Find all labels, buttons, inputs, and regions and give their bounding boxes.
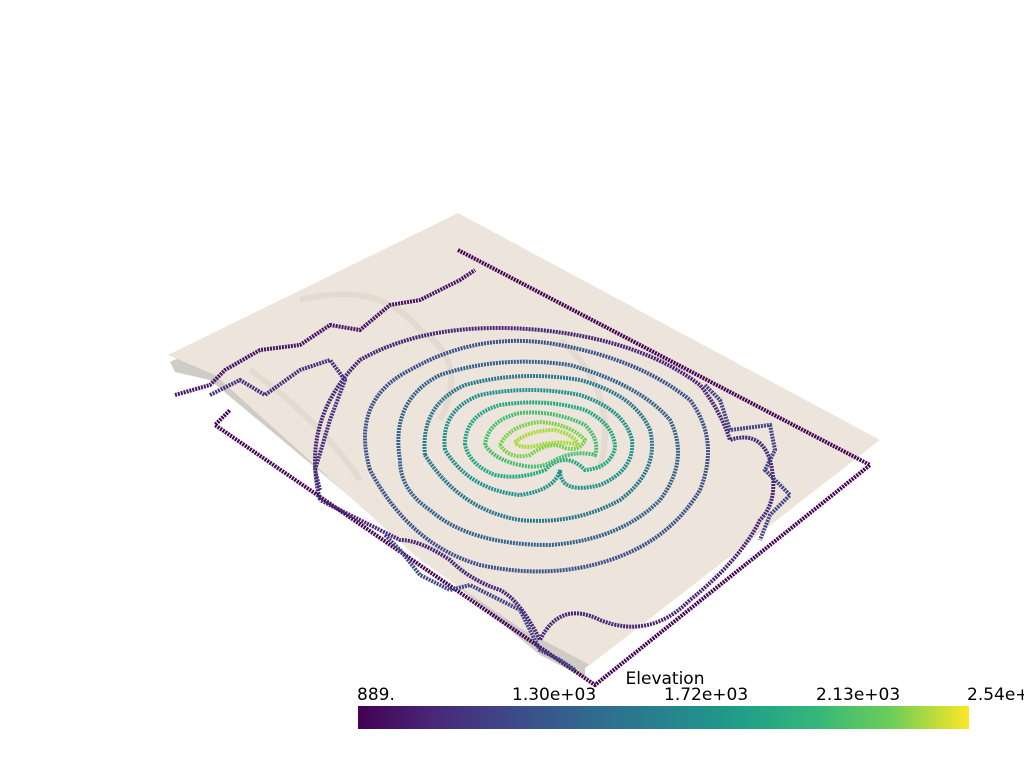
scalar-bar-colorbar: [358, 706, 969, 729]
scalar-bar-tick-max: 2.54e+: [967, 685, 1024, 705]
contour-1050: [313, 326, 776, 645]
scalar-bar-tick-2: 1.30e+03: [512, 685, 597, 705]
contour-1500: [422, 374, 654, 523]
scalar-bar-tick-4: 2.13e+03: [816, 685, 901, 705]
contour-south: [383, 533, 577, 672]
scalar-bar-tick-3: 1.72e+03: [664, 685, 749, 705]
boundary-contour: [211, 248, 874, 688]
contour-west: [209, 357, 348, 491]
contour-1350: [396, 359, 680, 548]
contour-1200: [363, 338, 710, 574]
contour-2250: [513, 427, 581, 449]
contour-1950: [483, 410, 599, 469]
scalar-bar-title: Elevation: [625, 669, 705, 689]
contour-lines: [174, 268, 793, 672]
contour-2100: [498, 419, 588, 459]
scalar-bar-tick-min: 889.: [357, 685, 395, 705]
contour-1650: [442, 388, 635, 498]
terrain-shading: [248, 291, 608, 482]
terrain-surface: [168, 213, 880, 665]
contour-1800: [463, 400, 618, 479]
contour-889: [174, 268, 477, 397]
contour-east: [703, 383, 793, 541]
